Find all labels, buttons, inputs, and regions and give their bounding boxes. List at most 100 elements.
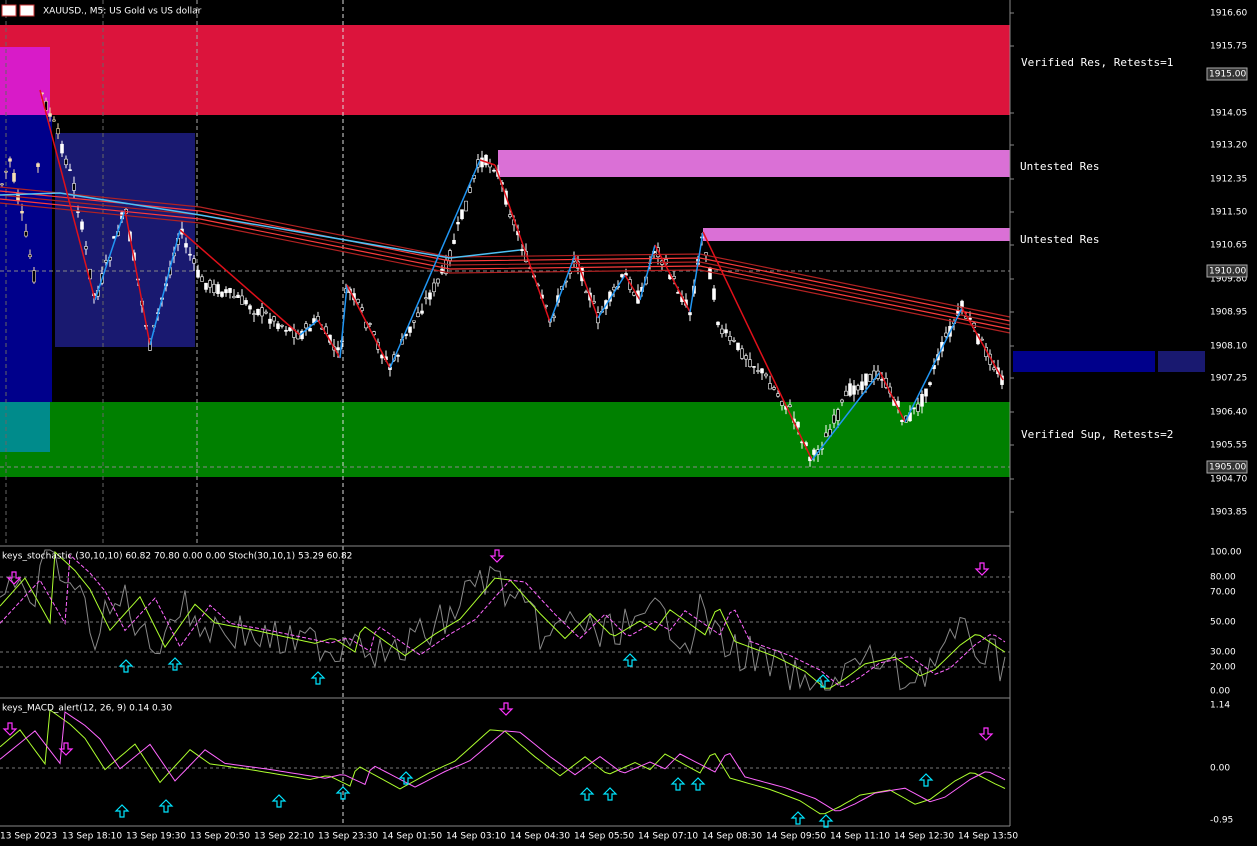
candle	[24, 231, 28, 237]
candle	[724, 329, 728, 334]
candle	[992, 367, 996, 370]
macd-axis-label: 0.00	[1210, 764, 1230, 774]
stoch-axis-label: 20.00	[1210, 663, 1236, 673]
candle	[232, 296, 236, 299]
candle	[464, 200, 468, 212]
zigzag	[346, 284, 391, 369]
candle	[36, 163, 40, 167]
candle	[224, 289, 228, 294]
candle	[60, 143, 64, 154]
price-label: 1911.50	[1210, 208, 1247, 218]
moving-average	[0, 194, 1011, 326]
time-label: 14 Sep 05:50	[574, 832, 634, 842]
candle	[752, 366, 756, 368]
zigzag	[94, 209, 126, 301]
time-label: 13 Sep 18:10	[62, 832, 122, 842]
candle	[240, 295, 244, 305]
candle	[824, 432, 828, 438]
signal-arrow	[158, 799, 174, 813]
price-label: 1916.60	[1210, 9, 1247, 19]
candle	[244, 300, 248, 305]
zigzag	[494, 164, 551, 323]
candle	[836, 409, 840, 421]
zigzag	[689, 231, 704, 313]
candle	[216, 284, 220, 294]
zigzag	[124, 209, 151, 346]
zone-label: Verified Res, Retests=1	[1021, 56, 1173, 69]
candle	[812, 449, 816, 455]
price-marker	[1206, 460, 1248, 474]
signal-arrow	[167, 657, 183, 671]
candle	[520, 249, 524, 251]
candle	[28, 254, 32, 258]
candle	[772, 387, 776, 390]
candle	[288, 327, 292, 332]
axes: 1916.60 1915.75 1914.05 1913.20 1912.35 1911.…	[0, 9, 1248, 842]
signal-arrow	[335, 786, 351, 800]
candle	[468, 187, 472, 193]
moving-average	[0, 192, 521, 259]
candle	[432, 282, 436, 293]
candle	[68, 169, 72, 171]
time-label: 13 Sep 23:30	[318, 832, 378, 842]
candle	[832, 414, 836, 424]
price-marker	[1206, 264, 1248, 278]
stoch-header: keys_stochastic (30,10,10) 60.82 70.80 0…	[2, 552, 352, 562]
stoch-axis-label: 30.00	[1210, 648, 1236, 658]
candle	[56, 128, 60, 135]
candle	[280, 324, 284, 327]
candle	[756, 370, 760, 372]
candle	[916, 403, 920, 412]
signal-arrow	[58, 742, 74, 756]
zigzag	[179, 229, 301, 336]
window-title: XAUUSD., M5: US Gold vs US dollar	[43, 7, 202, 17]
candle	[32, 270, 36, 283]
osc-line	[0, 711, 1006, 812]
candle	[208, 280, 212, 288]
signal-arrow	[622, 653, 638, 667]
candle	[844, 390, 848, 397]
time-label: 14 Sep 04:30	[510, 832, 570, 842]
candle	[492, 169, 496, 172]
candle	[420, 310, 424, 314]
price-label: 1913.20	[1210, 141, 1247, 151]
zigzag	[149, 229, 181, 346]
signal-arrow	[489, 549, 505, 563]
candle	[48, 113, 52, 117]
zigzag	[389, 159, 481, 369]
price-label: 1908.95	[1210, 308, 1247, 318]
candle	[748, 359, 752, 368]
candle	[412, 320, 416, 323]
candle	[248, 305, 252, 310]
candle	[368, 323, 372, 325]
oscillators	[0, 549, 1010, 828]
candle	[452, 239, 456, 244]
candle	[52, 119, 56, 122]
candle	[308, 327, 312, 332]
candle	[740, 348, 744, 359]
zigzag	[904, 307, 963, 423]
candle	[188, 253, 192, 256]
stoch-axis-label: 70.00	[1210, 588, 1236, 598]
zones	[0, 25, 1205, 477]
price-label: 1903.85	[1210, 508, 1247, 518]
macd-header: keys_MACD_alert(12, 26, 9) 0.14 0.30	[2, 704, 172, 714]
price-label: 1907.25	[1210, 374, 1247, 384]
price-label: 1908.10	[1210, 342, 1247, 352]
zigzag	[317, 319, 341, 359]
time-label: 13 Sep 19:30	[126, 832, 186, 842]
candle	[584, 291, 588, 294]
candle	[716, 321, 720, 326]
macd-axis-label: 1.14	[1210, 701, 1230, 711]
time-label: 14 Sep 12:30	[894, 832, 954, 842]
signal-arrow	[974, 562, 990, 576]
price-marker-label: 1910.00	[1209, 267, 1246, 277]
price-marker-label: 1905.00	[1209, 463, 1246, 473]
candle	[688, 312, 692, 316]
candle	[276, 323, 280, 329]
time-label: 14 Sep 09:50	[766, 832, 826, 842]
zigzag	[574, 254, 599, 319]
candle	[268, 318, 272, 324]
candle	[316, 316, 320, 321]
zigzag	[597, 274, 626, 319]
